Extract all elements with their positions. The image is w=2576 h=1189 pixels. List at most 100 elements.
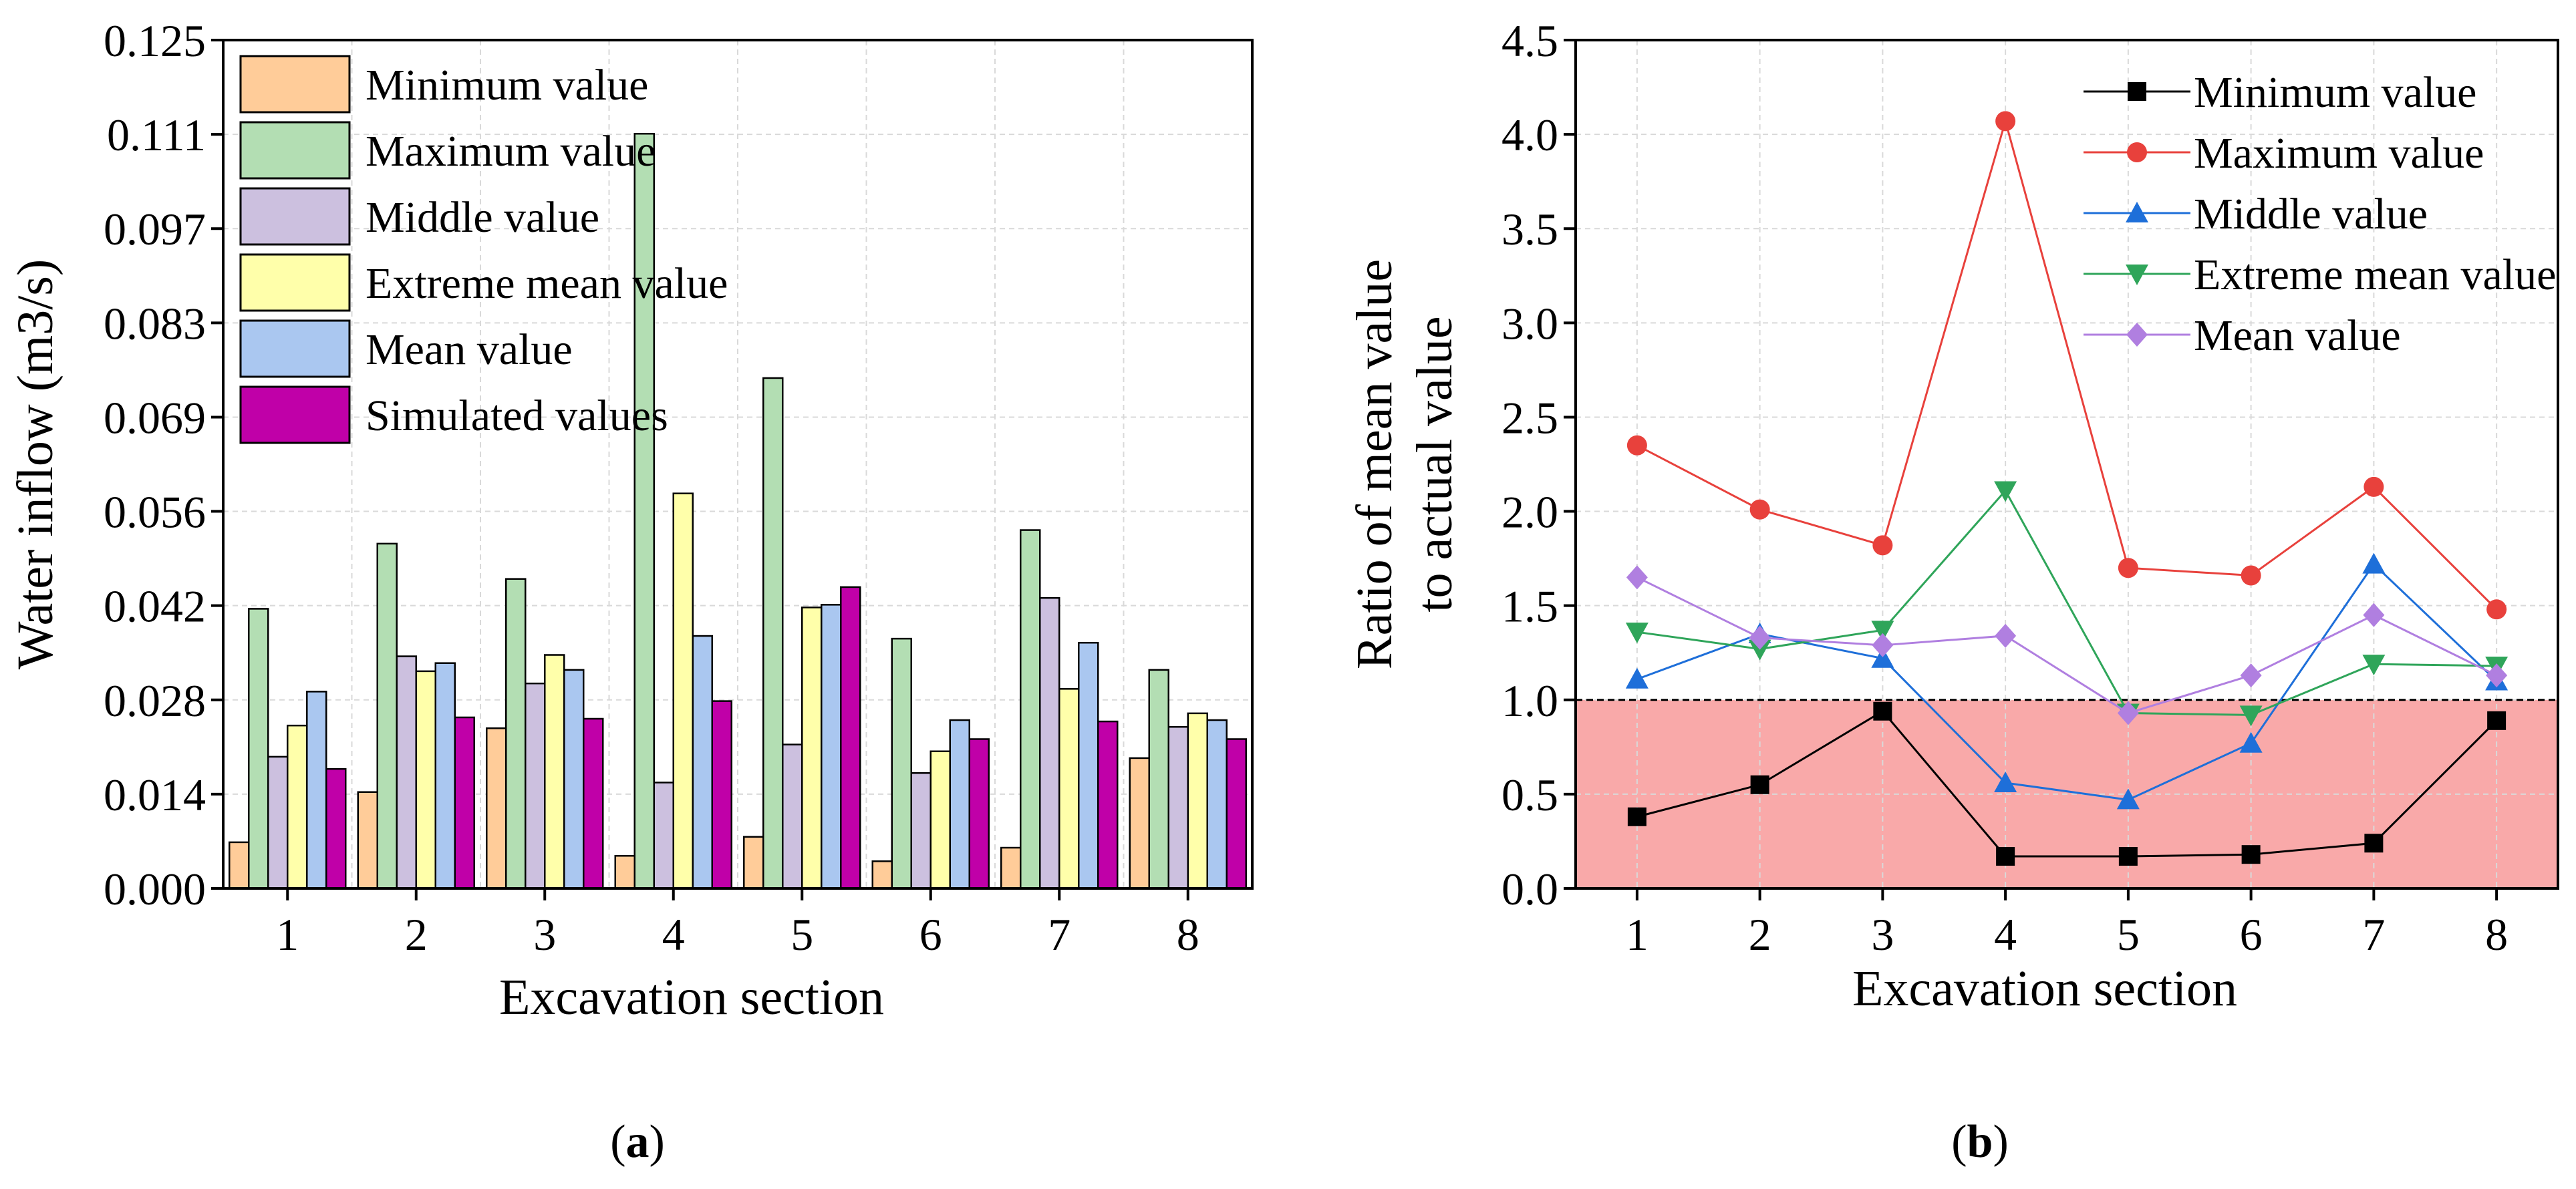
panel-b-y-tick-label: 4.5 — [1501, 15, 1558, 66]
panel-b-x-tick-label: 5 — [2117, 909, 2140, 960]
panel-a-bar-2 — [1148, 669, 1169, 890]
panel-a-y-tick-label: 0.125 — [104, 15, 206, 66]
panel-a-bar-4 — [415, 670, 436, 890]
panel-b-legend-label: Minimum value — [2194, 68, 2476, 117]
panel-b-y-axis-label-line1: Ratio of mean value — [1346, 259, 1403, 669]
panel-a-legend-label: Maximum value — [366, 127, 656, 176]
panel-b-point — [2486, 663, 2508, 688]
panel-b-series-line — [1636, 576, 2497, 715]
panel-a-bar-4 — [801, 607, 823, 890]
panel-b-point — [1995, 623, 2017, 648]
panel-a-bar-1 — [229, 841, 250, 890]
panel-a-legend-label: Mean value — [366, 325, 573, 374]
panel-b-caption-open: ( — [1951, 1116, 1967, 1168]
panel-b-caption: (b) — [1951, 1116, 2009, 1168]
panel-a-bar-2 — [633, 132, 655, 890]
panel-a-bar-5 — [692, 635, 713, 890]
panel-a-bar-5 — [821, 604, 842, 890]
panel-a-bar-4 — [1058, 688, 1080, 890]
panel-a-y-tick-label: 0.000 — [104, 864, 206, 914]
panel-a-legend-swatch — [239, 121, 351, 180]
panel-a-legend-label: Simulated values — [366, 391, 668, 440]
panel-b-point — [2363, 603, 2385, 627]
panel-a-legend-label: Extreme mean value — [366, 259, 728, 308]
panel-a-bar-2 — [248, 608, 269, 890]
panel-a-bar-5 — [949, 719, 970, 890]
panel-b-point — [1873, 701, 1892, 721]
panel-b-caption-letter: b — [1967, 1116, 1993, 1168]
panel-a-legend-label: Middle value — [366, 193, 599, 242]
panel-b-legend: Minimum value Maximum value Middle value Ex… — [2084, 68, 2556, 360]
panel-a-bar-1 — [871, 860, 893, 890]
panel-b-x-tick-label: 8 — [2485, 909, 2508, 960]
panel-a-frame — [222, 39, 1254, 890]
panel-b-point — [1748, 639, 1771, 661]
panel-a-bar-6 — [583, 717, 604, 890]
panel-a-bar-5 — [1078, 641, 1099, 890]
panel-a-bar-5 — [1206, 719, 1228, 890]
panel-b-y-tick-label: 2.0 — [1501, 487, 1558, 538]
panel-b-y-tick-label: 2.5 — [1501, 392, 1558, 443]
panel-a-caption: (a) — [610, 1116, 665, 1168]
panel-a-bar-3 — [910, 772, 932, 890]
panel-b-point — [1872, 535, 1893, 556]
panel-b-series — [1625, 111, 2509, 866]
panel-a-bar-4 — [929, 750, 951, 890]
panel-a-bar-4 — [1187, 712, 1208, 890]
panel-a-bar-1 — [1129, 757, 1150, 890]
panel-b-legend-marker — [2126, 202, 2148, 222]
panel-b-series-4 — [1625, 481, 2509, 727]
panel-a-bar-2 — [1020, 529, 1041, 890]
panel-a-x-tick-label: 8 — [1177, 909, 1199, 960]
panel-b-point — [2364, 476, 2384, 497]
panel-a-y-tick-label: 0.042 — [104, 581, 206, 632]
panel-a-bar-1 — [614, 854, 635, 890]
panel-b-y-tick-label: 3.0 — [1501, 298, 1558, 349]
panel-a-legend-swatch — [239, 319, 351, 378]
panel-a-bar-6 — [968, 738, 990, 890]
panel-a-bar-3 — [267, 755, 289, 890]
panel-b-legend-marker — [2127, 142, 2147, 162]
panel-b-series-5 — [1626, 565, 2508, 725]
panel-a-x-tick-label: 6 — [919, 909, 942, 960]
panel-a-x-tick-label: 7 — [1048, 909, 1070, 960]
panel-b-point — [1872, 633, 1894, 657]
panel-a-x-tick-label: 5 — [791, 909, 813, 960]
panel-b-legend-marker — [2126, 265, 2148, 285]
panel-b-y-axis-label-line2: to actual value — [1407, 316, 1463, 612]
panel-b-point — [1627, 807, 1647, 826]
panel-b-y-tick-label: 1.0 — [1501, 675, 1558, 726]
panel-a-x-tick-label: 1 — [276, 909, 299, 960]
panel-b-point — [2364, 834, 2384, 853]
panel-a-y-tick-label: 0.014 — [104, 770, 206, 820]
panel-b-point — [2241, 565, 2261, 586]
panel-b-legend-label: Extreme mean value — [2194, 250, 2556, 299]
panel-a-bar-3 — [1039, 597, 1060, 890]
panel-a-x-tick-label: 4 — [662, 909, 685, 960]
panel-a-bar-2 — [376, 542, 398, 890]
panel-a-bar-3 — [782, 743, 803, 890]
panel-a-legend-swatch — [239, 187, 351, 246]
panel-b-x-tick-label: 1 — [1626, 909, 1649, 960]
panel-b-point — [1626, 435, 1647, 456]
panel-a-caption-open: ( — [610, 1116, 625, 1168]
panel-a-bar-1 — [486, 727, 507, 890]
panel-b-point — [2116, 788, 2140, 810]
panel-b-point — [2239, 731, 2263, 753]
panel-b-x-tick-label: 3 — [1871, 909, 1894, 960]
panel-b-point — [1871, 621, 1894, 642]
panel-b-point — [1750, 775, 1769, 794]
panel-a-x-axis-label: Excavation section — [499, 969, 884, 1025]
panel-a-x-tick-label: 3 — [533, 909, 556, 960]
panel-a-caption-close: ) — [650, 1116, 665, 1168]
panel-a-bar-5 — [306, 691, 327, 890]
panel-b-point — [1995, 111, 2016, 132]
panel-a-bar-2 — [891, 637, 912, 890]
panel-b-point — [1626, 565, 1648, 590]
panel-a-bars — [229, 132, 1247, 890]
panel-a-bar-5 — [434, 662, 456, 890]
panel-b-point — [1994, 481, 2017, 502]
panel-b-grid — [1576, 40, 2558, 888]
panel-b-frame — [1574, 39, 2559, 890]
panel-a-bar-2 — [505, 578, 527, 890]
